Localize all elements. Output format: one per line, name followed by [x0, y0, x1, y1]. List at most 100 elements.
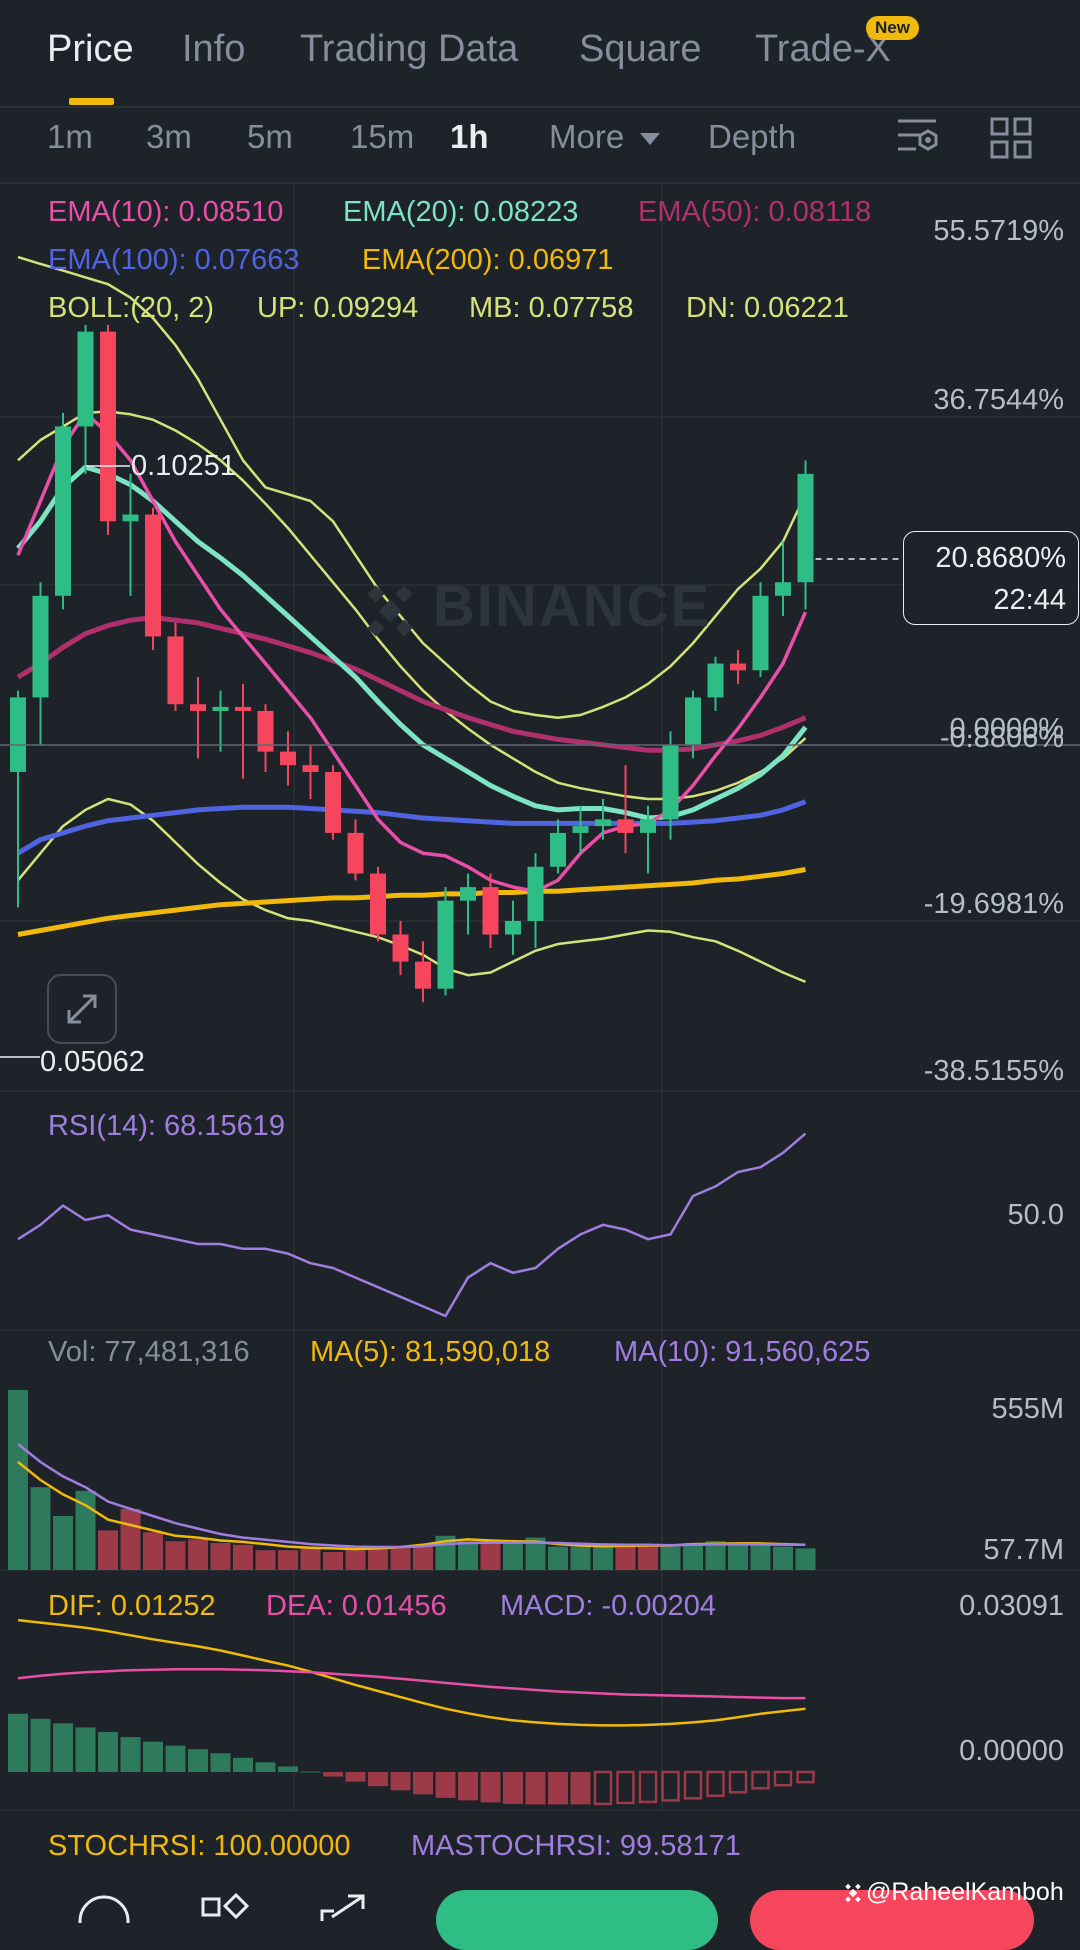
rsi-axis-label: 50.0 [1007, 1199, 1064, 1231]
macd-hist-bar [593, 1770, 613, 1806]
ema100-label: EMA(100): 0.07663 [48, 244, 300, 276]
ema10-label: EMA(10): 0.08510 [48, 196, 284, 228]
ema50-label: EMA(50): 0.08118 [638, 196, 872, 228]
current-price-percent: 20.8680% [935, 542, 1066, 574]
macd-hist-bar [188, 1749, 208, 1773]
caret-down-icon [640, 133, 661, 146]
author-watermark: @RaheelKamboh [840, 1878, 1064, 1907]
candle-body [280, 751, 296, 766]
fullscreen-button[interactable] [47, 974, 117, 1044]
depth-tab[interactable]: Depth [708, 118, 797, 155]
volume-bar [323, 1552, 343, 1570]
tab-square[interactable]: Square [579, 28, 702, 70]
macd-hist-bar [616, 1770, 635, 1805]
candle-body [572, 826, 589, 833]
rsi-chart [17, 1132, 807, 1318]
macd-hist-bar [413, 1772, 433, 1795]
volume-bar [413, 1544, 433, 1570]
volume-bar [503, 1543, 523, 1570]
macd-hist-bar [323, 1772, 343, 1777]
macd-hist-bar [278, 1766, 298, 1773]
macd-hist-bar [143, 1741, 163, 1773]
macd-dif-label: DIF: 0.01252 [48, 1590, 216, 1622]
low-price-label: 0.05062 [40, 1046, 145, 1078]
candle-body [460, 887, 476, 901]
binance-logo-icon [367, 585, 413, 637]
macd-hist-bar [300, 1771, 321, 1773]
volume-bar [75, 1490, 96, 1570]
candle-body [100, 331, 116, 522]
macd-hist-bar [638, 1770, 658, 1804]
volume-bar [53, 1516, 73, 1570]
volume-bar [278, 1550, 298, 1570]
candle-body [550, 832, 566, 867]
candle-body [370, 873, 386, 935]
macd-hist-bar [368, 1772, 388, 1787]
candle-body [617, 819, 634, 833]
volume-bar [390, 1546, 411, 1570]
volume-bar [345, 1550, 366, 1570]
candle-body [392, 934, 409, 962]
tab-trading-data[interactable]: Trading Data [300, 28, 519, 70]
macd-hist-bar [751, 1770, 770, 1790]
candle-body [347, 832, 364, 874]
interval-15m[interactable]: 15m [350, 118, 415, 155]
volume-bar [98, 1530, 118, 1570]
volume-axis-top: 555M [991, 1393, 1064, 1425]
volume-ma5-label: MA(5): 81,590,018 [310, 1336, 551, 1368]
tab-info[interactable]: Info [182, 28, 246, 70]
candle-body [77, 331, 94, 427]
price-axis-label: 36.7544% [933, 384, 1064, 416]
active-tab-indicator [69, 98, 114, 105]
macd-hist-bar [255, 1762, 276, 1773]
boll-label: BOLL:(20, 2) [48, 292, 215, 324]
macd-hist-bar [53, 1723, 73, 1773]
interval-5m[interactable]: 5m [247, 118, 293, 155]
candle-body [212, 706, 229, 711]
volume-bar [525, 1537, 546, 1570]
tab-price[interactable]: Price [47, 28, 134, 70]
price-axis-label: 55.5719% [933, 215, 1064, 247]
volume-bar [638, 1544, 658, 1570]
chart-settings-icon[interactable] [896, 117, 940, 159]
macd-hist-bar [525, 1772, 546, 1805]
interval-1m[interactable]: 1m [47, 118, 93, 155]
interval-1h[interactable]: 1h [450, 118, 489, 155]
ema20-label: EMA(20): 0.08223 [343, 196, 579, 228]
new-badge: New [866, 16, 919, 40]
grid-layout-icon[interactable] [990, 117, 1032, 159]
ema100-line [16, 799, 807, 856]
boll-upper-line [17, 255, 807, 719]
share-icon[interactable] [318, 1893, 372, 1923]
volume-bar [593, 1546, 613, 1570]
price-axis-label: 0.0000% [949, 713, 1065, 745]
candle-countdown: 22:44 [993, 584, 1066, 616]
candle-body [685, 697, 701, 745]
more-options-icon[interactable] [76, 1893, 132, 1923]
more-dropdown[interactable]: More [549, 118, 661, 156]
candle-body [437, 900, 454, 989]
buy-button[interactable] [436, 1890, 718, 1950]
boll-up-label: UP: 0.09294 [257, 292, 419, 324]
macd-value-label: MACD: -0.00204 [500, 1590, 716, 1622]
macd-hist-bar [390, 1772, 411, 1791]
more-label: More [549, 118, 625, 155]
volume-bar [615, 1544, 636, 1570]
volume-bar [300, 1548, 321, 1570]
macd-hist-bar [706, 1770, 725, 1798]
markets-icon[interactable] [200, 1893, 254, 1923]
candle-body [145, 514, 161, 637]
volume-bar [480, 1543, 501, 1570]
ema200-line [17, 867, 806, 937]
candle-body [797, 473, 814, 583]
macd-hist-bar [8, 1713, 28, 1773]
interval-3m[interactable]: 3m [146, 118, 192, 155]
candle-body [55, 426, 71, 596]
volume-bar [705, 1541, 726, 1570]
toolbar-divider [0, 182, 1080, 184]
macd-hist-bar [458, 1772, 478, 1801]
volume-bar [233, 1544, 253, 1570]
volume-bar [210, 1543, 231, 1570]
tabs-divider [0, 106, 1080, 108]
